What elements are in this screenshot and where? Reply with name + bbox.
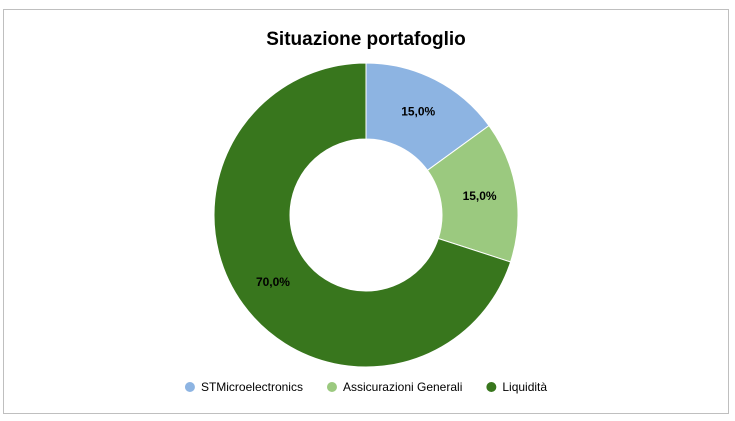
data-label: 15,0% [463, 189, 497, 203]
legend-label: STMicroelectronics [201, 380, 303, 394]
legend-label: Assicurazioni Generali [343, 380, 462, 394]
chart-title: Situazione portafoglio [266, 29, 466, 50]
donut-slice [213, 62, 512, 368]
legend-marker [184, 382, 195, 392]
data-label: 70,0% [256, 275, 290, 289]
legend-marker [486, 382, 497, 392]
data-label: 15,0% [401, 105, 435, 119]
legend-marker [326, 382, 337, 392]
legend-label: Liquidità [502, 380, 547, 394]
